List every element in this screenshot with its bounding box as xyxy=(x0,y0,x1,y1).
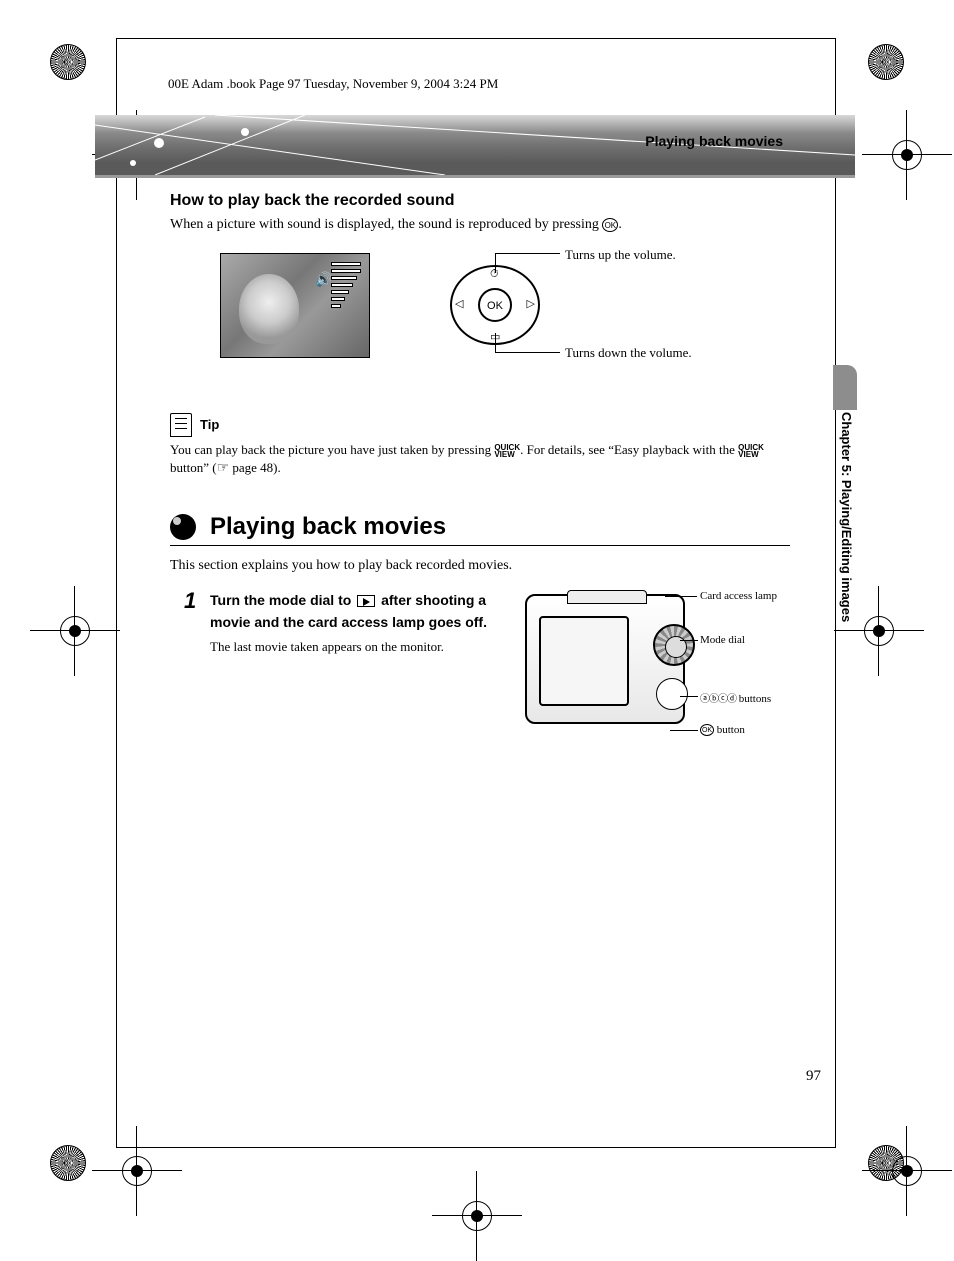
label-ok-text: button xyxy=(714,724,745,736)
crop-mark-right-mid xyxy=(864,616,894,646)
playback-mode-icon xyxy=(357,595,375,607)
camera-diagram: Card access lamp Mode dial ⓐⓑⓒⓓ buttons … xyxy=(520,584,810,759)
section-intro: This section explains you how to play ba… xyxy=(170,558,790,574)
sample-photo: 🔊 xyxy=(220,253,370,358)
page-number: 97 xyxy=(806,1068,821,1085)
section-title: Playing back movies xyxy=(210,513,446,541)
intro-punct: . xyxy=(618,217,622,232)
wheel-right-icon: ▷ xyxy=(527,297,535,310)
speaker-icon: 🔊 xyxy=(315,272,329,286)
label-ok-button: OK button xyxy=(700,724,745,736)
intro-text: When a picture with sound is displayed, … xyxy=(170,217,602,232)
subsection-heading: How to play back the recorded sound xyxy=(170,192,790,210)
step-1: 1 Turn the mode dial to after shooting a… xyxy=(170,590,790,655)
corner-star-tr xyxy=(868,44,904,80)
label-mode-dial: Mode dial xyxy=(700,634,745,646)
chapter-tab-label: Chapter 5: Playing/Editing images xyxy=(834,412,854,622)
crop-mark-right-upper xyxy=(892,140,922,170)
section-heading-row: Playing back movies xyxy=(170,513,790,546)
label-arrow-buttons: ⓐⓑⓒⓓ buttons xyxy=(700,690,771,705)
tip-part3: button” ( xyxy=(170,460,217,475)
quick-view-icon-2: QUICKVIEW xyxy=(738,444,764,458)
page-content: How to play back the recorded sound When… xyxy=(170,192,790,655)
step-instruction: Turn the mode dial to after shooting a m… xyxy=(210,590,510,633)
reference-icon: ☞ xyxy=(217,461,230,476)
banner-title: Playing back movies xyxy=(645,133,783,149)
step-number: 1 xyxy=(184,588,196,614)
tip-text: You can play back the picture you have j… xyxy=(170,441,790,479)
tip-block: Tip You can play back the picture you ha… xyxy=(170,413,790,479)
ok-center-button: OK xyxy=(478,288,512,322)
intro-paragraph: When a picture with sound is displayed, … xyxy=(170,216,790,235)
crop-mark-bottom-mid xyxy=(462,1201,492,1231)
page-header-info: 00E Adam .book Page 97 Tuesday, November… xyxy=(168,76,498,92)
crop-mark-right-lower xyxy=(892,1156,922,1186)
wheel-left-icon: ◁ xyxy=(455,297,463,310)
tip-part1: You can play back the picture you have j… xyxy=(170,442,494,457)
chapter-tab xyxy=(833,365,857,410)
corner-star-tl xyxy=(50,44,86,80)
arrow-icons: ⓐⓑⓒⓓ xyxy=(700,694,736,705)
ok-button-icon: OK xyxy=(602,218,618,232)
crop-mark-left-mid xyxy=(60,616,90,646)
ok-icon-small: OK xyxy=(700,724,714,736)
callout-volume-down: Turns down the volume. xyxy=(565,345,692,361)
tip-label: Tip xyxy=(200,417,219,432)
step-main-1: Turn the mode dial to xyxy=(210,592,355,608)
label-arrow-text: buttons xyxy=(736,693,771,705)
label-card-access: Card access lamp xyxy=(700,590,777,602)
volume-figure: 🔊 OK ⏱ ▭ ◁ ▷ Turns up the volume. Turns … xyxy=(170,253,790,373)
volume-indicator xyxy=(331,262,361,311)
chapter-banner: Playing back movies xyxy=(95,115,855,175)
crop-mark-left-lower xyxy=(122,1156,152,1186)
tip-part2: . For details, see “Easy playback with t… xyxy=(520,442,738,457)
section-bullet-icon xyxy=(170,514,196,540)
tip-icon xyxy=(170,413,192,437)
step-subtext: The last movie taken appears on the moni… xyxy=(210,639,510,655)
corner-star-bl xyxy=(50,1145,86,1181)
callout-volume-up: Turns up the volume. xyxy=(565,247,676,263)
tip-pageref: page 48). xyxy=(229,460,281,475)
quick-view-icon: QUICKVIEW xyxy=(494,444,520,458)
